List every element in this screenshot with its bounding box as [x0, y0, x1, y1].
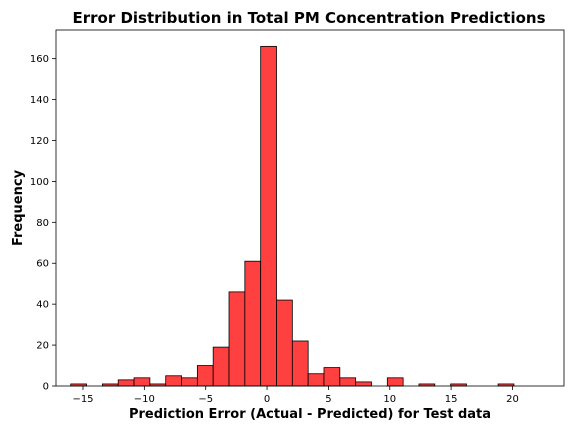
x-tick-label: 0 [264, 394, 270, 405]
y-tick-label: 160 [30, 54, 49, 65]
histogram-bar [165, 375, 182, 387]
plot-area-frame [55, 29, 565, 387]
y-tick-label: 40 [36, 300, 49, 311]
histogram-bar [291, 340, 309, 387]
x-tick-label: −10 [134, 394, 155, 405]
y-axis-label: Frequency [11, 169, 26, 246]
x-axis-ticks: −15 −10 −5 0 5 10 15 20 [72, 386, 519, 405]
x-axis-label: Prediction Error (Actual - Predicted) fo… [129, 407, 491, 422]
y-tick-label: 20 [36, 341, 49, 352]
x-tick-label: 10 [383, 394, 396, 405]
histogram-bar [133, 377, 151, 387]
y-tick-label: 60 [36, 259, 49, 270]
x-tick-label: 15 [445, 394, 458, 405]
histogram-bar [386, 377, 404, 387]
chart-title: Error Distribution in Total PM Concentra… [72, 9, 545, 27]
histogram-bar [196, 365, 214, 387]
y-tick-label: 80 [36, 218, 49, 229]
y-axis-ticks: 0 20 40 60 80 100 120 140 160 [30, 54, 56, 393]
histogram-bar [244, 260, 262, 387]
histogram-bar [117, 379, 135, 387]
histogram-bar [228, 291, 246, 387]
histogram-bar [323, 367, 341, 387]
x-tick-label: −15 [72, 394, 93, 405]
x-tick-label: −5 [198, 394, 213, 405]
x-tick-label: 5 [325, 394, 331, 405]
y-tick-label: 0 [43, 382, 49, 393]
histogram-bar [212, 346, 230, 387]
histogram-bar [355, 381, 372, 387]
y-tick-label: 140 [30, 95, 49, 106]
histogram-bar [307, 373, 325, 387]
histogram-bar [260, 45, 277, 387]
histogram-bar [339, 377, 357, 387]
y-tick-label: 120 [30, 136, 49, 147]
histogram-bars [70, 45, 515, 387]
y-tick-label: 100 [30, 177, 49, 188]
histogram-bar [181, 377, 198, 387]
x-tick-label: 20 [506, 394, 519, 405]
histogram-bar [276, 299, 293, 387]
